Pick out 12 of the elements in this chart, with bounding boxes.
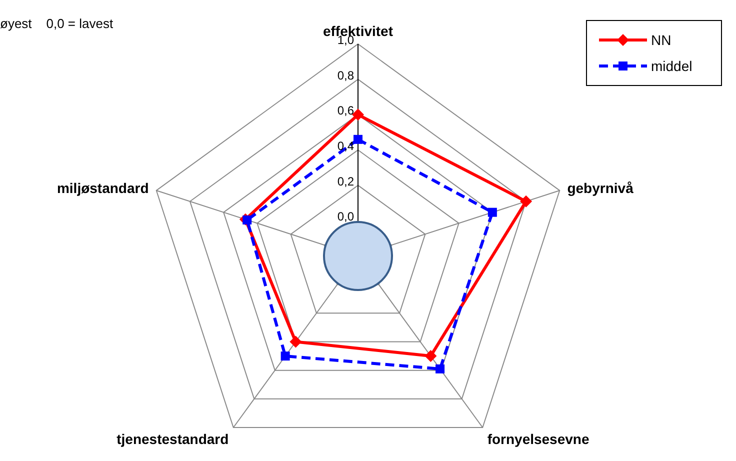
y-tick-label: 0,2 [337, 174, 354, 188]
legend-label: NN [651, 32, 672, 48]
y-tick-label: 0,8 [337, 68, 354, 82]
legend-label: middel [651, 58, 694, 74]
spoke-label: miljøstandard [56, 180, 149, 196]
y-tick-label: 0,0 [337, 210, 354, 224]
y-tick-label: 0,6 [337, 104, 354, 118]
spoke-label: tjenestestandard [116, 430, 229, 447]
spoke-label: gebyrnivå [567, 180, 634, 196]
y-tick-label: 0,4 [337, 139, 354, 153]
spoke-label: fornyelsesevne [487, 430, 590, 447]
text: øyest 0,0 = lavest [0, 16, 114, 31]
